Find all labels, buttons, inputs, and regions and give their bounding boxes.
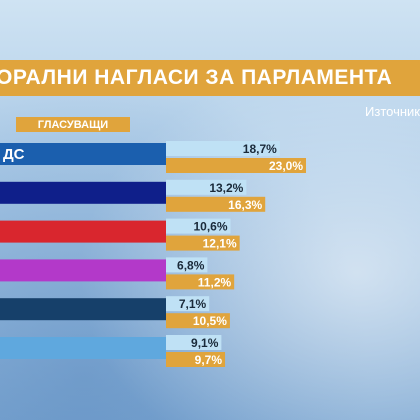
party-bar [0,220,166,243]
bar-series-a [166,257,208,273]
bar-series-b [166,158,306,173]
party-label: ДС [3,146,25,163]
title-bar: ОРАЛНИ НАГЛАСИ ЗА ПАРЛАМЕНТА [0,60,420,96]
bar-series-a [166,179,247,195]
value-label-b: 10,5% [193,314,227,328]
value-label-a: 7,1% [179,297,207,311]
party-bar [0,298,166,321]
bar-series-a [166,296,210,312]
party-bar [0,337,166,359]
bar-series-b [166,274,235,290]
bar-series-b [166,313,230,329]
bar-series-a [166,335,222,350]
value-label-b: 16,3% [228,198,262,212]
bar-series-a [166,141,280,156]
value-label-a: 10,6% [193,220,227,234]
bar-series-a [166,218,231,234]
value-label-b: 12,1% [203,237,237,251]
chart-title: ОРАЛНИ НАГЛАСИ ЗА ПАРЛАМЕНТА [0,66,393,89]
value-label-b: 11,2% [198,275,232,289]
party-bar [0,181,166,204]
bar-series-b [166,196,266,212]
party-bar [0,259,166,282]
value-label-b: 9,7% [195,353,223,367]
value-label-a: 9,1% [191,336,219,350]
value-label-a: 6,8% [177,258,205,272]
value-label-a: 18,7% [243,142,277,156]
value-label-b: 23,0% [269,159,303,173]
party-bar [0,143,166,165]
source-label: Източник [365,104,420,119]
legend-voters: ГЛАСУВАЩИ [16,117,130,132]
value-label-a: 13,2% [209,181,243,195]
bar-series-b [166,352,226,367]
bar-series-b [166,235,240,251]
